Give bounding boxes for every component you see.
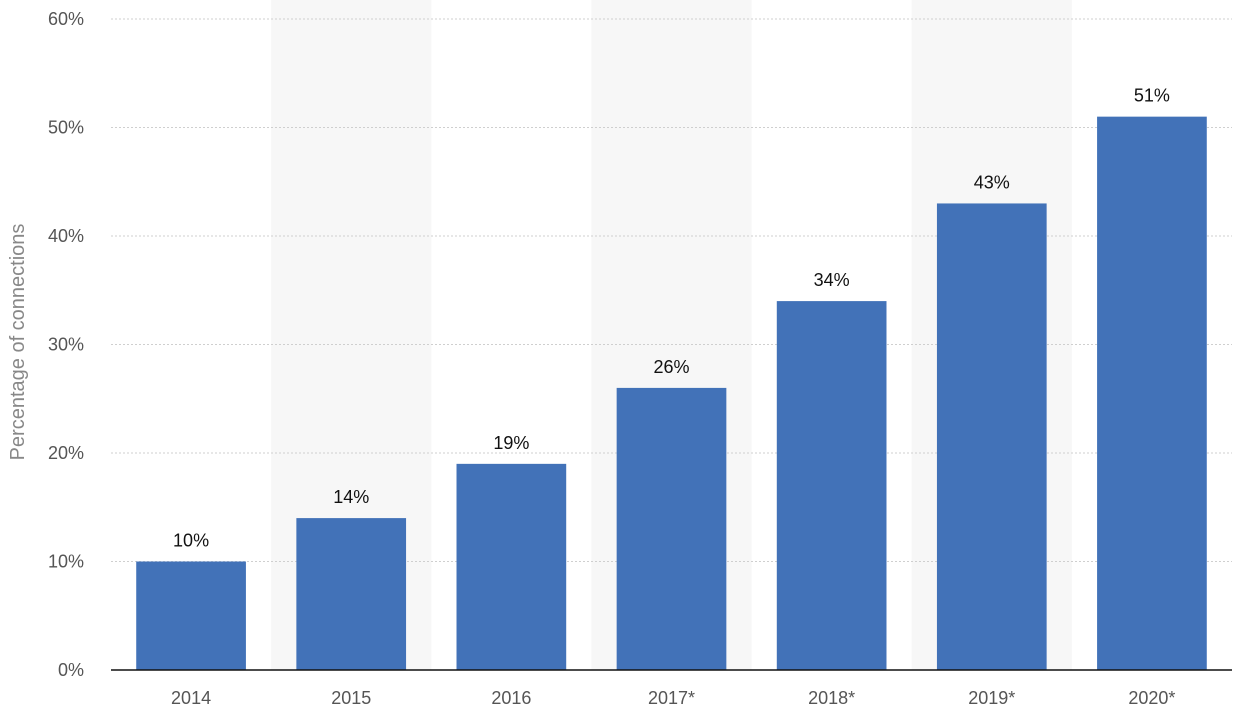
- y-tick-label: 40%: [48, 226, 84, 246]
- data-labels: 10% 14% 19% 26% 34% 43% 51%: [173, 86, 1170, 551]
- y-axis-title: Percentage of connections: [7, 224, 29, 461]
- data-label-2020: 51%: [1134, 86, 1170, 106]
- bar-2017: [616, 387, 727, 670]
- bar-2020: [1097, 116, 1207, 670]
- x-tick-label-2015: 2015: [331, 688, 371, 708]
- data-label-2019: 43%: [974, 172, 1010, 192]
- x-tick-label-2019: 2019*: [968, 688, 1015, 708]
- x-tick-label-2014: 2014: [171, 688, 211, 708]
- x-tick-label-2018: 2018*: [808, 688, 855, 708]
- x-tick-label-2017: 2017*: [648, 688, 695, 708]
- x-tick-label-2020: 2020*: [1128, 688, 1175, 708]
- y-tick-label: 30%: [48, 335, 84, 355]
- bar-2018: [776, 301, 887, 670]
- y-tick-label: 10%: [48, 552, 84, 572]
- data-label-2016: 19%: [493, 433, 529, 453]
- data-label-2014: 10%: [173, 531, 209, 551]
- x-axis-ticks: 2014 2015 2016 2017* 2018* 2019* 2020*: [171, 688, 1175, 708]
- y-tick-label: 50%: [48, 118, 84, 138]
- x-tick-label-2016: 2016: [491, 688, 531, 708]
- y-tick-label: 20%: [48, 443, 84, 463]
- y-tick-label: 0%: [58, 660, 84, 680]
- y-axis-ticks: 0% 10% 20% 30% 40% 50% 60%: [48, 9, 84, 680]
- data-label-2015: 14%: [333, 487, 369, 507]
- bar-2016: [456, 463, 567, 670]
- data-label-2017: 26%: [653, 357, 689, 377]
- bar-2019: [936, 203, 1047, 670]
- y-tick-label: 60%: [48, 9, 84, 29]
- bars: [136, 116, 1207, 670]
- bar-2015: [296, 518, 407, 670]
- bar-2014: [136, 561, 246, 670]
- data-label-2018: 34%: [814, 270, 850, 290]
